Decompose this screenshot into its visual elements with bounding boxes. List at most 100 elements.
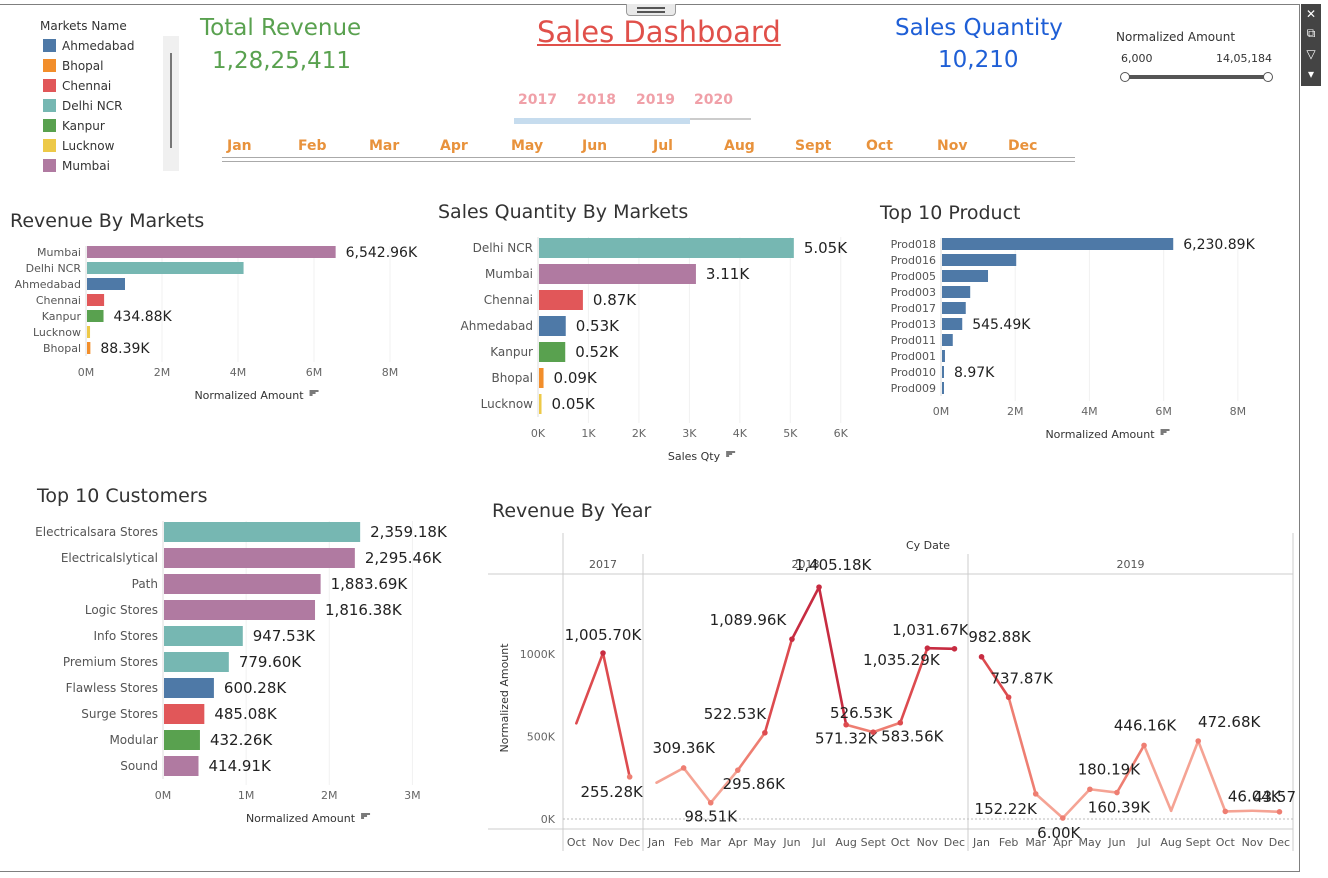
data-label-2019-jun: 160.39K bbox=[1088, 799, 1151, 817]
data-label-2018-apr: 295.86K bbox=[723, 775, 786, 793]
slider-min-handle[interactable] bbox=[1120, 72, 1130, 82]
year-filter-2018[interactable]: 2018 bbox=[577, 92, 616, 108]
data-point-2018-apr bbox=[734, 767, 741, 773]
revenue-by-markets-chart: 0M 2M 4M 6M 8M Mumbai 6,542.96K Delhi NCR Ahmeda… bbox=[15, 245, 418, 402]
year-filter-2020[interactable]: 2020 bbox=[694, 92, 733, 108]
x-tick-label: 6M bbox=[306, 366, 323, 379]
month-tick-2019-jun: Jun bbox=[1107, 836, 1125, 849]
filter-icon[interactable]: ▽ bbox=[1306, 47, 1316, 61]
month-tick-2017-dec: Dec bbox=[619, 836, 640, 849]
category-label-sound: Sound bbox=[120, 759, 158, 773]
data-label-2018-sept: 526.53K bbox=[830, 704, 893, 722]
data-label-lucknow: 0.05K bbox=[552, 395, 596, 413]
month-filter-nov[interactable]: Nov bbox=[937, 138, 968, 154]
data-label-2019-jan: 982.88K bbox=[968, 628, 1031, 646]
category-label-prod009: Prod009 bbox=[891, 382, 936, 395]
x-tick-label: 2K bbox=[632, 427, 647, 440]
category-label-lucknow: Lucknow bbox=[481, 397, 534, 411]
month-filter-jun[interactable]: Jun bbox=[582, 138, 608, 154]
x-axis-title: Normalized Amount bbox=[1045, 428, 1155, 441]
data-point-2019-jun bbox=[1114, 789, 1120, 796]
legend-item-lucknow[interactable]: Lucknow bbox=[43, 139, 114, 155]
more-options-icon[interactable]: ▾ bbox=[1307, 67, 1315, 81]
legend-item-mumbai[interactable]: Mumbai bbox=[43, 159, 110, 175]
line-segment bbox=[898, 646, 929, 725]
month-filter-jul[interactable]: Jul bbox=[653, 138, 673, 154]
month-filter-may[interactable]: May bbox=[511, 138, 544, 154]
revenue-by-year-title: Revenue By Year bbox=[492, 500, 652, 522]
data-label-kanpur: 434.88K bbox=[114, 309, 173, 325]
x-tick-label: 8M bbox=[382, 366, 399, 379]
column-header: Cy Date bbox=[906, 539, 950, 552]
bar-electricalsara-stores bbox=[164, 522, 361, 542]
category-label-prod010: Prod010 bbox=[891, 366, 936, 379]
month-tick-2018-jan: Jan bbox=[647, 836, 665, 849]
data-label-2018-nov: 1,035.29K bbox=[863, 651, 941, 669]
data-point-2018-may bbox=[762, 729, 768, 736]
category-label-delhi-ncr: Delhi NCR bbox=[26, 262, 82, 275]
data-label-chennai: 0.87K bbox=[593, 291, 637, 309]
month-filter-oct[interactable]: Oct bbox=[866, 138, 893, 154]
month-tick-2019-oct: Oct bbox=[1216, 836, 1236, 849]
x-tick-label: 4M bbox=[230, 366, 247, 379]
bar-delhi-ncr bbox=[539, 238, 794, 258]
legend-item-ahmedabad[interactable]: Ahmedabad bbox=[43, 39, 134, 55]
month-filter-mar[interactable]: Mar bbox=[369, 138, 400, 154]
x-tick-label: 0M bbox=[78, 366, 95, 379]
popout-icon[interactable]: ⧉ bbox=[1306, 26, 1316, 40]
slider-min-value: 6,000 bbox=[1121, 52, 1153, 65]
x-tick-label: 3K bbox=[682, 427, 697, 440]
legend-item-kanpur[interactable]: Kanpur bbox=[43, 119, 105, 135]
bar-chennai bbox=[539, 290, 583, 310]
legend-label: Bhopal bbox=[62, 59, 104, 73]
drag-handle[interactable] bbox=[626, 4, 676, 16]
legend-item-chennai[interactable]: Chennai bbox=[43, 79, 111, 95]
month-filter-feb[interactable]: Feb bbox=[298, 138, 327, 154]
bar-prod016 bbox=[942, 254, 1017, 266]
legend-swatch bbox=[43, 39, 56, 52]
year-filter-2017[interactable]: 2017 bbox=[518, 92, 557, 108]
year-scroll-thumb[interactable] bbox=[514, 118, 690, 124]
legend-item-bhopal[interactable]: Bhopal bbox=[43, 59, 103, 75]
month-filter-aug[interactable]: Aug bbox=[724, 138, 755, 154]
month-filter-jan[interactable]: Jan bbox=[227, 138, 252, 154]
category-label-prod005: Prod005 bbox=[891, 270, 936, 283]
month-filter-apr[interactable]: Apr bbox=[440, 138, 468, 154]
y-tick-label: 500K bbox=[527, 731, 556, 744]
slider-track[interactable] bbox=[1125, 75, 1268, 79]
month-tick-2018-apr: Apr bbox=[728, 836, 748, 849]
slider-max-handle[interactable] bbox=[1263, 72, 1273, 82]
bar-surge-stores bbox=[164, 704, 205, 724]
month-filter-sept[interactable]: Sept bbox=[795, 138, 832, 154]
bar-ahmedabad bbox=[539, 316, 566, 336]
bar-chennai bbox=[87, 294, 105, 306]
y-axis-title: Normalized Amount bbox=[498, 643, 511, 753]
legend-label: Delhi NCR bbox=[62, 99, 123, 113]
data-label-2018-dec: 1,031.67K bbox=[892, 621, 970, 639]
line-segment bbox=[1088, 787, 1119, 794]
x-tick-label: 3M bbox=[404, 789, 421, 802]
data-label-2018-mar: 98.51K bbox=[684, 808, 738, 826]
category-label-mumbai: Mumbai bbox=[485, 267, 533, 281]
data-point-2018-mar bbox=[707, 799, 714, 806]
data-label-flawless-stores: 600.28K bbox=[224, 679, 287, 697]
year-filter-2019[interactable]: 2019 bbox=[636, 92, 675, 108]
category-label-path: Path bbox=[132, 577, 158, 591]
month-filter-dec[interactable]: Dec bbox=[1008, 138, 1038, 154]
month-tick-2018-sept: Sept bbox=[861, 836, 887, 849]
data-point-2019-mar bbox=[1032, 791, 1039, 797]
legend-item-delhi-ncr[interactable]: Delhi NCR bbox=[43, 99, 122, 115]
category-label-flawless-stores: Flawless Stores bbox=[66, 681, 158, 695]
close-icon[interactable]: ✕ bbox=[1305, 7, 1317, 21]
data-label-2018-jul: 1,405.18K bbox=[795, 556, 873, 574]
legend-label: Kanpur bbox=[62, 119, 105, 133]
data-label-2018-oct: 583.56K bbox=[881, 728, 944, 746]
month-tick-2018-oct: Oct bbox=[891, 836, 911, 849]
legend-scrollbar[interactable] bbox=[163, 36, 179, 171]
category-label-chennai: Chennai bbox=[36, 294, 81, 307]
month-tick-2018-aug: Aug bbox=[835, 836, 856, 849]
line-segment bbox=[736, 731, 767, 772]
x-axis-title: Sales Qty bbox=[668, 450, 721, 463]
data-label-mumbai: 3.11K bbox=[706, 265, 750, 283]
data-label-2019-jul: 446.16K bbox=[1114, 716, 1177, 734]
